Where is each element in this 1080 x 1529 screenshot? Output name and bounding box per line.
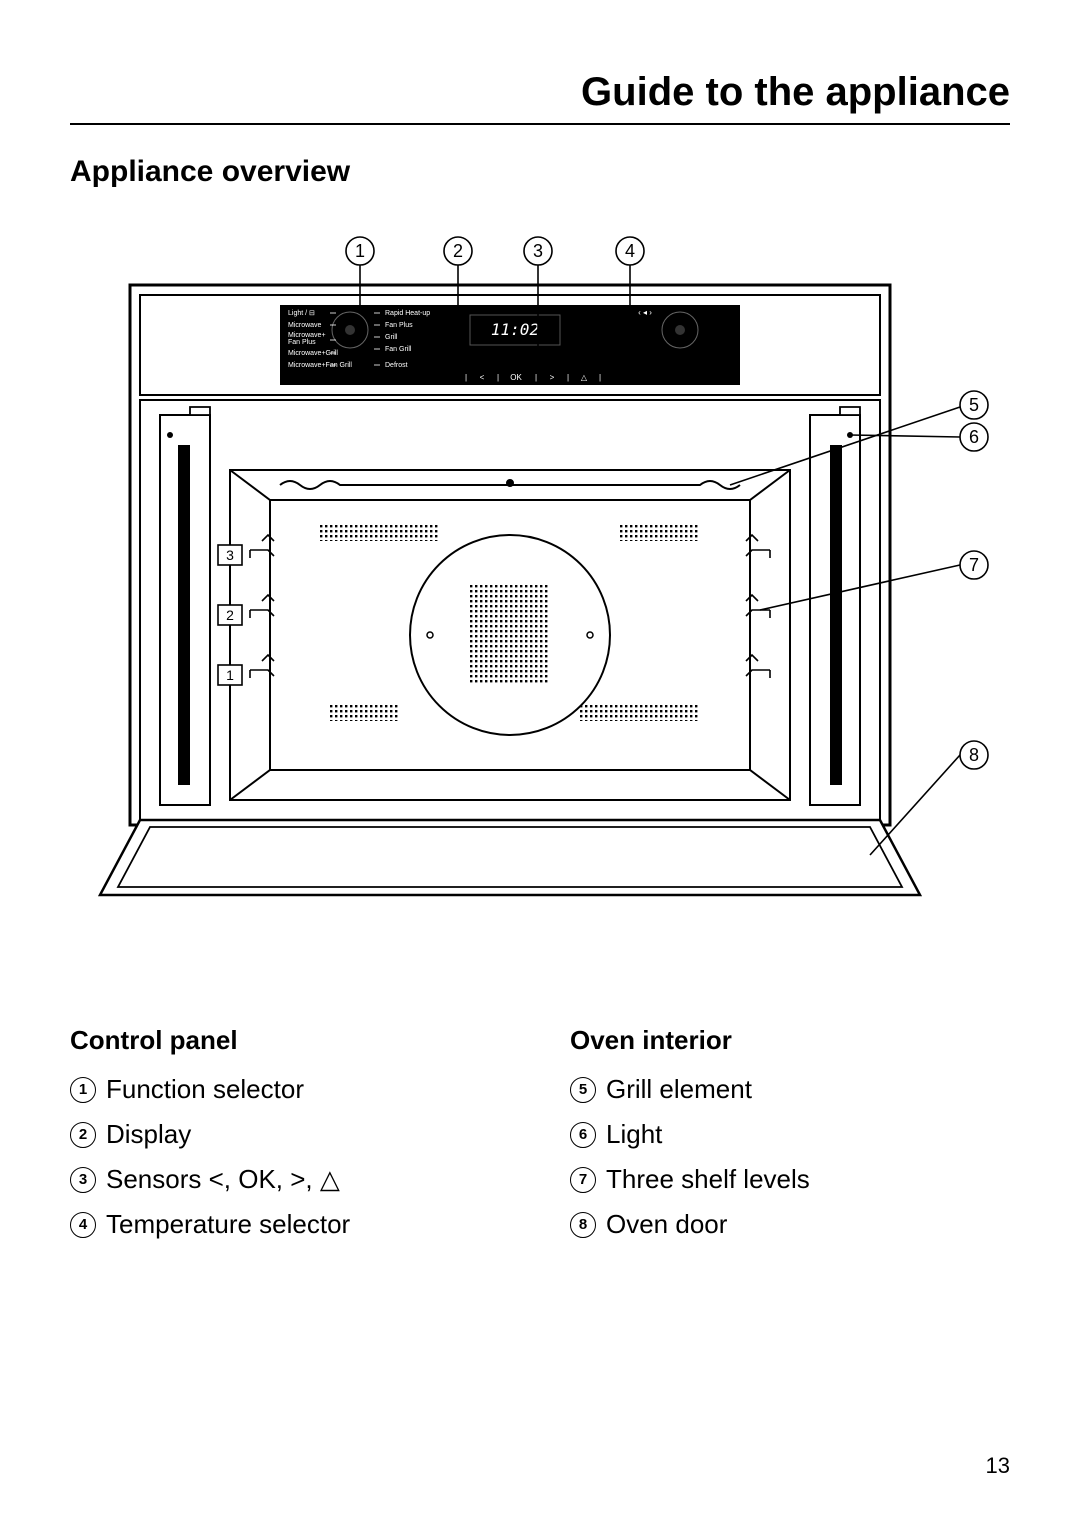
page-header: Guide to the appliance — [70, 70, 1010, 125]
legend-label: Sensors <, OK, >, △ — [106, 1164, 340, 1195]
legend-label: Display — [106, 1119, 191, 1150]
callout-3: 3 — [533, 241, 543, 261]
legend-columns: Control panel 1 Function selector 2 Disp… — [70, 1025, 1010, 1254]
svg-text:Microwave+Fan Grill: Microwave+Fan Grill — [288, 362, 352, 369]
legend-item: 3 Sensors <, OK, >, △ — [70, 1164, 510, 1195]
svg-text:Fan Plus: Fan Plus — [385, 322, 413, 329]
callout-2: 2 — [453, 241, 463, 261]
svg-text:Microwave+Grill: Microwave+Grill — [288, 350, 338, 357]
oven-interior-list: 5 Grill element 6 Light 7 Three shelf le… — [570, 1074, 1010, 1240]
legend-item: 2 Display — [70, 1119, 510, 1150]
callout-5: 5 — [969, 395, 979, 415]
callout-7: 7 — [969, 555, 979, 575]
shelf-level-2: 2 — [226, 607, 234, 623]
display-time: 11:02 — [491, 320, 539, 339]
control-panel-column: Control panel 1 Function selector 2 Disp… — [70, 1025, 510, 1254]
header-title: Guide to the appliance — [581, 70, 1010, 114]
svg-text:Fan Grill: Fan Grill — [385, 346, 412, 353]
legend-number: 2 — [70, 1122, 96, 1148]
svg-text:OK: OK — [510, 373, 522, 382]
legend-item: 1 Function selector — [70, 1074, 510, 1105]
control-panel-list: 1 Function selector 2 Display 3 Sensors … — [70, 1074, 510, 1240]
legend-number: 5 — [570, 1077, 596, 1103]
callout-1: 1 — [355, 241, 365, 261]
svg-text:|: | — [497, 373, 499, 382]
svg-text:|: | — [567, 373, 569, 382]
oven-interior-column: Oven interior 5 Grill element 6 Light 7 … — [570, 1025, 1010, 1254]
svg-text:<: < — [480, 373, 485, 382]
legend-item: 4 Temperature selector — [70, 1209, 510, 1240]
legend-item: 7 Three shelf levels — [570, 1164, 1010, 1195]
callout-4: 4 — [625, 241, 635, 261]
svg-text:|: | — [465, 373, 467, 382]
svg-text:Light / ⊟: Light / ⊟ — [288, 310, 315, 317]
svg-text:Grill: Grill — [385, 334, 398, 341]
legend-label: Temperature selector — [106, 1209, 350, 1240]
legend-label: Light — [606, 1119, 662, 1150]
legend-label: Function selector — [106, 1074, 304, 1105]
shelf-level-1: 1 — [226, 667, 234, 683]
page: Guide to the appliance Appliance overvie… — [0, 0, 1080, 1529]
legend-number: 4 — [70, 1212, 96, 1238]
legend-item: 8 Oven door — [570, 1209, 1010, 1240]
legend-label: Oven door — [606, 1209, 727, 1240]
legend-item: 6 Light — [570, 1119, 1010, 1150]
legend-label: Grill element — [606, 1074, 752, 1105]
legend-number: 7 — [570, 1167, 596, 1193]
legend-item: 5 Grill element — [570, 1074, 1010, 1105]
svg-text:Microwave+: Microwave+ — [288, 332, 326, 339]
callout-8: 8 — [969, 745, 979, 765]
control-panel-title: Control panel — [70, 1025, 510, 1056]
svg-text:Defrost: Defrost — [385, 362, 408, 369]
svg-text:‹ ◂ ›: ‹ ◂ › — [638, 308, 652, 317]
svg-text:|: | — [599, 373, 601, 382]
callout-6: 6 — [969, 427, 979, 447]
page-number: 13 — [986, 1453, 1010, 1479]
oven-diagram-svg: 11:02 Light / ⊟ Microwave Microwave+ Fan… — [90, 215, 990, 915]
legend-number: 1 — [70, 1077, 96, 1103]
legend-number: 8 — [570, 1212, 596, 1238]
svg-text:△: △ — [581, 373, 588, 382]
legend-number: 6 — [570, 1122, 596, 1148]
svg-text:Microwave: Microwave — [288, 322, 322, 329]
svg-text:|: | — [535, 373, 537, 382]
appliance-diagram: 11:02 Light / ⊟ Microwave Microwave+ Fan… — [70, 215, 1010, 915]
svg-text:>: > — [550, 373, 555, 382]
oven-interior-title: Oven interior — [570, 1025, 1010, 1056]
section-title: Appliance overview — [70, 155, 1010, 189]
shelf-level-3: 3 — [226, 547, 234, 563]
legend-label: Three shelf levels — [606, 1164, 810, 1195]
svg-text:Fan Plus: Fan Plus — [288, 339, 316, 346]
legend-number: 3 — [70, 1167, 96, 1193]
svg-text:Rapid Heat-up: Rapid Heat-up — [385, 310, 430, 317]
